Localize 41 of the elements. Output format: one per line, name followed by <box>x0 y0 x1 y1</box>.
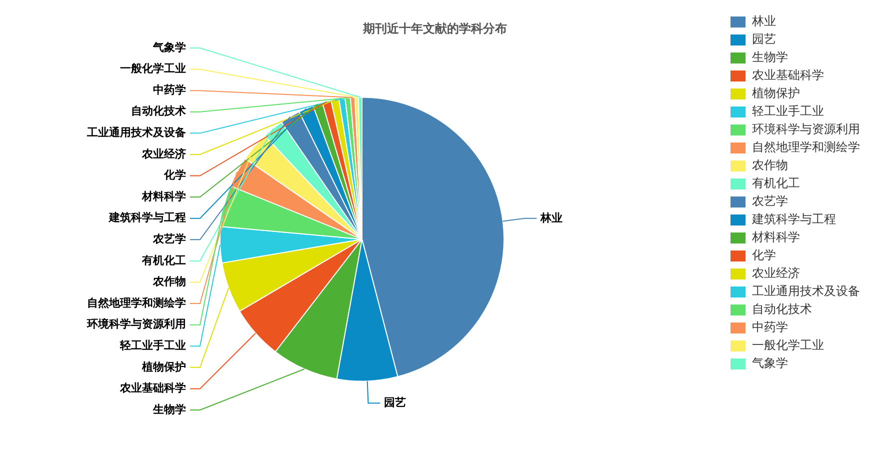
legend-label: 环境科学与资源利用 <box>752 122 860 136</box>
slice-label: 气象学 <box>152 40 186 54</box>
legend-label: 林业 <box>751 14 776 28</box>
slice-label: 自然地理学和测绘学 <box>87 296 186 310</box>
slice-label: 工业通用技术及设备 <box>86 126 186 140</box>
legend-label: 农艺学 <box>752 194 788 208</box>
slice-label: 自动化技术 <box>131 104 186 118</box>
slice-label: 化学 <box>163 168 186 182</box>
slice-label: 植物保护 <box>141 360 186 374</box>
text: 期刊近十年文献的学科分布 <box>362 21 507 36</box>
legend-label: 农作物 <box>752 158 788 172</box>
legend-label: 建筑科学与工程 <box>751 212 836 226</box>
slice-label: 一般化学工业 <box>120 62 186 76</box>
legend-label: 工业通用技术及设备 <box>752 284 860 298</box>
slice-label: 园艺 <box>384 396 406 409</box>
slice-label: 中药学 <box>153 83 186 96</box>
legend-label: 自动化技术 <box>752 302 812 316</box>
slice-label: 农艺学 <box>152 232 186 246</box>
slice-label: 有机化工 <box>141 254 186 267</box>
slice-label: 林业 <box>540 211 563 224</box>
slice-label: 轻工业手工业 <box>119 338 186 352</box>
slice-label: 建筑科学与工程 <box>108 211 186 224</box>
legend-label: 化学 <box>752 248 776 262</box>
legend-label: 材料科学 <box>751 230 800 244</box>
legend-label: 气象学 <box>752 356 788 370</box>
slice-label: 农业经济 <box>141 147 186 160</box>
slice-label: 农业基础科学 <box>119 382 186 395</box>
legend-label: 轻工业手工业 <box>752 104 824 118</box>
slice-label: 环境科学与资源利用 <box>86 318 186 331</box>
legend-label: 农业经济 <box>752 266 800 280</box>
legend-label: 植物保护 <box>752 86 800 100</box>
slice-label: 农作物 <box>152 275 186 288</box>
legend-label: 有机化工 <box>752 176 800 190</box>
legend-label: 园艺 <box>752 32 776 46</box>
legend-label: 自然地理学和测绘学 <box>752 140 860 154</box>
legend-label: 一般化学工业 <box>752 338 824 352</box>
legend-label: 生物学 <box>752 50 788 64</box>
slice-label: 生物学 <box>152 402 186 416</box>
legend-label: 中药学 <box>752 320 788 334</box>
slice-label: 材料科学 <box>141 190 186 203</box>
legend-label: 农业基础科学 <box>752 68 824 82</box>
